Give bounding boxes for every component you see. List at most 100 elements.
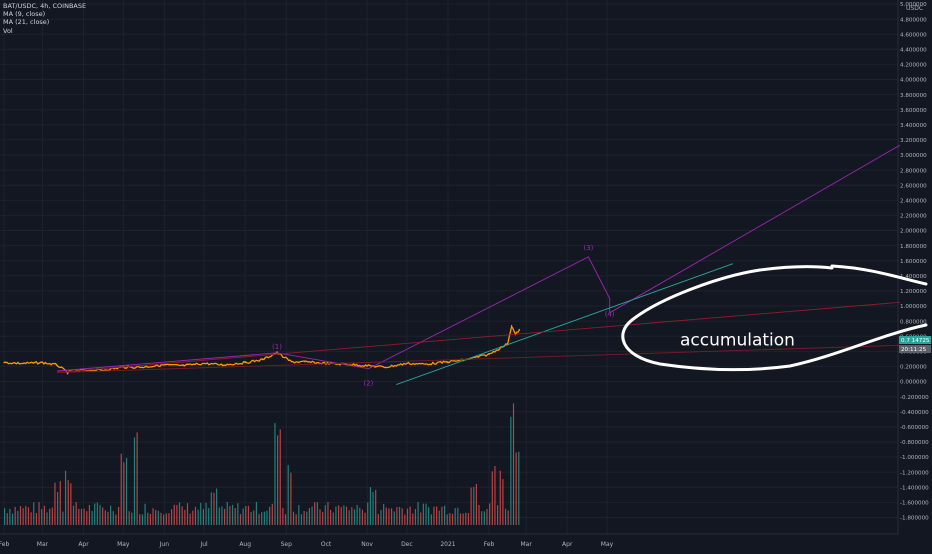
volume-bar <box>125 457 128 525</box>
volume-bar <box>46 512 48 525</box>
volume-bar <box>311 506 313 525</box>
volume-bar <box>348 510 350 525</box>
volume-bar <box>404 514 406 525</box>
volume-bar <box>186 503 189 525</box>
volume-bar <box>422 503 424 525</box>
x-tick-label: Apr <box>78 541 89 548</box>
volume-bar <box>499 470 501 525</box>
y-tick-label: 3.200000 <box>900 138 927 144</box>
volume-bar <box>412 513 414 525</box>
volume-bar <box>27 507 30 525</box>
volume-bar <box>80 508 83 525</box>
volume-bar <box>295 514 297 525</box>
y-tick-label: 2.600000 <box>900 183 927 189</box>
y-tick-label: 2.800000 <box>900 168 927 174</box>
volume-bar <box>290 472 292 525</box>
volume-bar <box>380 510 382 525</box>
accumulation-label: accumulation <box>680 330 795 350</box>
x-tick-label: Feb <box>0 541 10 548</box>
volume-bar <box>133 437 136 525</box>
volume-bar <box>261 512 263 525</box>
chart-legend: BAT/USDC, 4h, COINBASE MA (9, close) MA … <box>3 2 86 35</box>
volume-bar <box>14 506 16 525</box>
volume-bar <box>383 504 385 525</box>
volume-bar <box>120 453 122 525</box>
legend-vol[interactable]: Vol <box>3 26 13 35</box>
volume-bar <box>489 503 491 525</box>
volume-bar <box>75 502 77 525</box>
volume-bar <box>518 451 520 525</box>
volume-bar <box>83 508 85 525</box>
volume-bar <box>335 506 337 525</box>
volume-bar <box>54 482 56 525</box>
y-tick-label: 3.800000 <box>900 93 927 99</box>
y-tick-label: -1.000000 <box>900 455 929 461</box>
volume-bar <box>170 509 173 525</box>
volume-bar <box>152 508 154 525</box>
y-tick-label: 1.400000 <box>900 274 927 280</box>
volume-bar <box>192 510 194 525</box>
volume-bar <box>208 508 210 525</box>
y-tick-label: 3.000000 <box>900 153 927 159</box>
volume-bar <box>11 513 14 525</box>
volume-bar <box>420 512 422 525</box>
volume-bar <box>306 511 308 525</box>
volume-bar <box>483 511 485 525</box>
price-point <box>163 364 165 366</box>
volume-bar <box>316 502 318 525</box>
volume-bar <box>417 502 419 525</box>
volume-bar <box>197 509 199 525</box>
volume-bar <box>163 514 165 525</box>
price-point <box>424 363 427 365</box>
wave-label-4: (4) <box>605 311 615 319</box>
x-tick-label: Dec <box>401 541 413 548</box>
volume-bar <box>486 508 488 525</box>
legend-symbol[interactable]: BAT/USDC, 4h, COINBASE <box>3 2 87 10</box>
volume-bar <box>308 508 311 525</box>
volume-bar <box>457 507 459 525</box>
volume-bar <box>300 514 303 525</box>
volume-bar <box>279 429 281 525</box>
price-point <box>203 362 205 365</box>
volume-bar <box>475 483 477 525</box>
volume-bar <box>433 506 435 525</box>
volume-bar <box>57 492 59 525</box>
volume-bar <box>425 503 427 525</box>
ma-price-tag-bg <box>899 345 931 353</box>
accumulation-outline <box>621 265 928 372</box>
volume-bar <box>451 513 454 525</box>
price-point <box>141 366 143 368</box>
volume-bar <box>430 514 432 525</box>
y-tick-label: 1.200000 <box>900 289 927 295</box>
y-tick-label: -1.200000 <box>900 470 929 476</box>
x-tick-label: Jun <box>159 541 170 548</box>
volume-bar <box>356 504 358 525</box>
volume-bar <box>242 508 244 525</box>
lower-line <box>56 344 900 373</box>
volume-bar <box>287 465 289 525</box>
last-price-tag-bg <box>899 336 931 344</box>
volume-bar <box>337 505 340 525</box>
y-tick-label: 2.000000 <box>900 229 927 235</box>
price-point <box>406 362 408 365</box>
volume-bars <box>4 403 520 525</box>
volume-bar <box>189 513 191 525</box>
price-point <box>488 353 490 355</box>
last-price-tag: 0.7 14725 <box>901 338 930 344</box>
volume-bar <box>25 505 27 525</box>
y-tick-label: 3.600000 <box>900 108 927 114</box>
volume-bar <box>62 511 64 525</box>
volume-bar <box>504 508 507 525</box>
volume-bar <box>361 509 364 525</box>
volume-bar <box>110 505 112 525</box>
legend-ma21[interactable]: MA (21, close) <box>3 18 50 27</box>
volume-bar <box>375 489 377 525</box>
time-axis: Feb Mar Apr May Jun Jul Aug Sep Oct Nov Dec 2021 Feb… <box>0 541 614 548</box>
legend-ma9[interactable]: MA (9, close) <box>3 10 46 19</box>
volume-bar <box>229 506 231 525</box>
price-point <box>56 364 58 366</box>
volume-bar <box>343 505 345 525</box>
volume-bar <box>144 503 146 525</box>
